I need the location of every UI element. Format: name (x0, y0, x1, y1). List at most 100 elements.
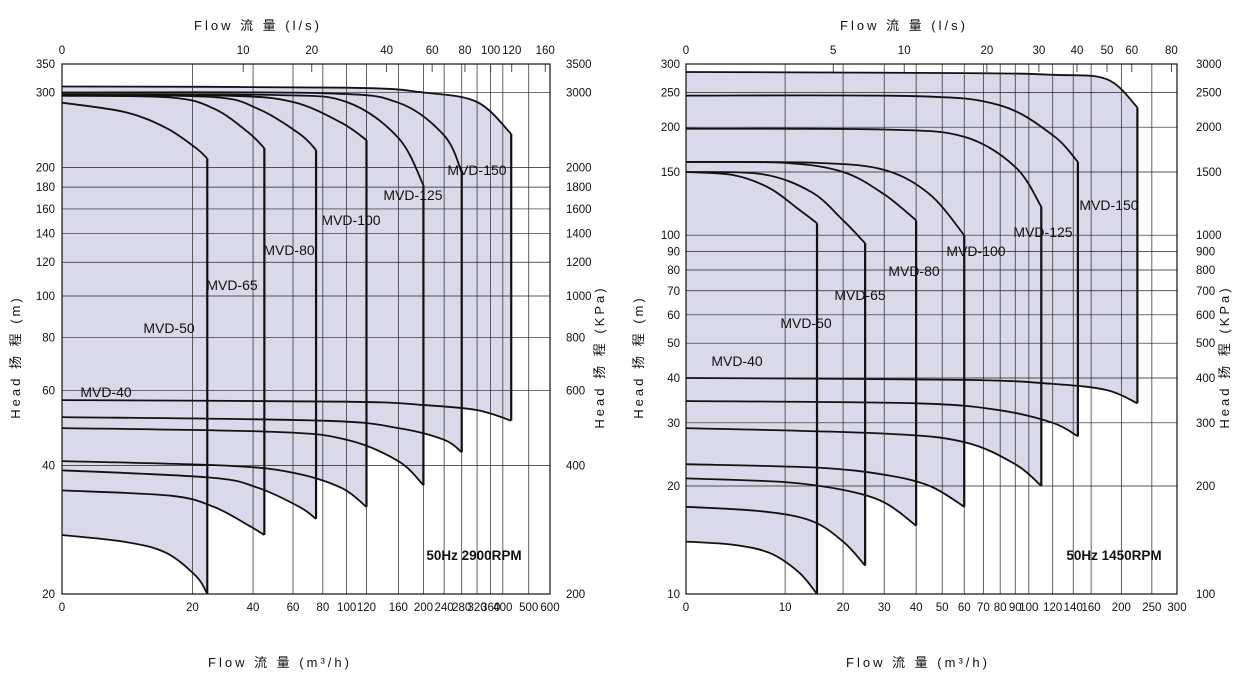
series-label-mvd-80: MVD-80 (263, 242, 315, 258)
y-tick-label-left: 20 (667, 481, 680, 493)
top-tick-label: 120 (502, 45, 521, 57)
series-label-mvd-125: MVD-125 (1013, 224, 1072, 240)
y-tick-label-left: 100 (661, 230, 680, 242)
y-tick-label-left: 40 (667, 373, 680, 385)
x-tick-label: 40 (910, 602, 923, 614)
x-tick-label: 140 (1064, 602, 1083, 614)
series-label-mvd-50: MVD-50 (780, 315, 832, 331)
y-tick-label-right: 1500 (1196, 167, 1222, 179)
y-tick-label-right: 600 (1196, 310, 1215, 322)
top-tick-label: 160 (536, 45, 555, 57)
top-tick-label: 60 (1125, 45, 1138, 57)
y-tick-label-left: 60 (42, 386, 55, 398)
curve-min-mvd-150 (61, 399, 512, 422)
x-tick-label: 250 (1142, 602, 1161, 614)
curve-min-mvd-80 (685, 463, 965, 508)
x-tick-label: 240 (435, 602, 454, 614)
y-tick-label-right: 1200 (566, 257, 592, 269)
x-tick-label: 80 (316, 602, 329, 614)
y-tick-label-right: 1800 (566, 182, 592, 194)
y-tick-label-left: 80 (42, 332, 55, 344)
y-tick-label-right: 700 (1196, 286, 1215, 298)
top-tick-label: 10 (237, 45, 250, 57)
speed-note: 50Hz 2900RPM (426, 548, 521, 563)
series-label-mvd-80: MVD-80 (888, 263, 940, 279)
y-tick-label-right: 100 (1196, 589, 1215, 601)
y-tick-label-left: 100 (36, 291, 55, 303)
plot-frame (685, 63, 1178, 595)
x-tick-label: 20 (837, 602, 850, 614)
top-tick-label: 100 (481, 45, 500, 57)
top-axis-title: Flow 流 量 (l/s) (194, 18, 322, 33)
x-tick-label: 0 (683, 602, 689, 614)
y-axis-title-right: Head 扬 程 (KPa) (592, 285, 607, 428)
series-label-mvd-125: MVD-125 (383, 187, 442, 203)
y-tick-label-right: 3000 (566, 88, 592, 100)
x-tick-label: 160 (389, 602, 408, 614)
y-tick-label-left: 20 (42, 589, 55, 601)
x-tick-label: 40 (247, 602, 260, 614)
series-label-mvd-40: MVD-40 (711, 353, 763, 369)
y-tick-label-right: 200 (1196, 481, 1215, 493)
top-tick-label: 0 (59, 45, 65, 57)
x-tick-label: 100 (337, 602, 356, 614)
series-label-mvd-65: MVD-65 (206, 277, 258, 293)
series-label-mvd-40: MVD-40 (80, 384, 132, 400)
speed-note: 50Hz 1450RPM (1066, 548, 1161, 563)
plot-frame (61, 63, 551, 595)
series-label-mvd-150: MVD-150 (1079, 197, 1138, 213)
top-tick-label: 0 (683, 45, 689, 57)
series-label-mvd-65: MVD-65 (834, 287, 886, 303)
top-tick-label: 60 (426, 45, 439, 57)
curve-max-mvd-40 (685, 171, 818, 224)
top-tick-label: 20 (305, 45, 318, 57)
top-tick-label: 40 (380, 45, 393, 57)
y-tick-label-left: 200 (36, 163, 55, 175)
y-tick-label-left: 10 (667, 589, 680, 601)
y-tick-label-right: 500 (1196, 338, 1215, 350)
curve-min-mvd-40 (61, 534, 209, 595)
x-tick-label: 280 (452, 602, 471, 614)
y-tick-label-left: 90 (667, 247, 680, 259)
curve-min-mvd-50 (685, 505, 866, 567)
y-tick-label-left: 150 (661, 167, 680, 179)
top-tick-label: 10 (898, 45, 911, 57)
y-axis-title-left: Head 扬 程 (m) (8, 295, 23, 418)
x-tick-label: 160 (1082, 602, 1101, 614)
y-tick-label-right: 2000 (1196, 122, 1222, 134)
x-tick-label: 120 (1043, 602, 1062, 614)
curve-max-mvd-100 (685, 127, 1043, 208)
x-tick-label: 70 (977, 602, 990, 614)
x-axis-title: Flow 流 量 (m³/h) (208, 655, 352, 670)
y-tick-label-right: 400 (566, 461, 585, 473)
y-tick-label-left: 300 (661, 59, 680, 71)
top-tick-label: 30 (1032, 45, 1045, 57)
series-label-mvd-50: MVD-50 (143, 320, 195, 336)
y-tick-label-right: 1400 (566, 229, 592, 241)
y-tick-label-right: 1000 (566, 291, 592, 303)
y-tick-label-left: 120 (36, 257, 55, 269)
y-axis-title-left: Head 扬 程 (m) (631, 295, 646, 418)
x-tick-label: 200 (414, 602, 433, 614)
curve-min-mvd-125 (61, 416, 463, 454)
x-tick-label: 30 (878, 602, 891, 614)
y-tick-label-left: 70 (667, 286, 680, 298)
top-tick-label: 80 (1165, 45, 1178, 57)
x-tick-label: 500 (519, 602, 538, 614)
region-mvd-40 (686, 172, 817, 594)
curve-min-mvd-40 (685, 540, 818, 595)
x-tick-label: 60 (958, 602, 971, 614)
y-tick-label-right: 900 (1196, 247, 1215, 259)
curves (61, 85, 513, 595)
x-tick-label: 600 (540, 602, 559, 614)
x-tick-label: 320 (467, 602, 486, 614)
y-tick-label-right: 3500 (566, 59, 592, 71)
top-tick-label: 20 (980, 45, 993, 57)
curve-min-mvd-100 (685, 427, 1042, 487)
x-tick-label: 60 (287, 602, 300, 614)
x-tick-label: 200 (1112, 602, 1131, 614)
y-tick-label-right: 3000 (1196, 59, 1222, 71)
y-tick-label-left: 300 (36, 88, 55, 100)
y-tick-label-right: 600 (566, 386, 585, 398)
x-tick-label: 80 (994, 602, 1007, 614)
